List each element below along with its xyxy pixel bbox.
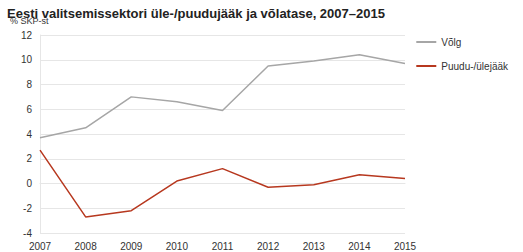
svg-text:2009: 2009 <box>120 241 143 252</box>
svg-text:2014: 2014 <box>348 241 371 252</box>
svg-text:Puudu-/ülejääk: Puudu-/ülejääk <box>441 61 509 72</box>
svg-text:-4: -4 <box>23 228 32 239</box>
svg-text:2007: 2007 <box>29 241 52 252</box>
svg-text:2013: 2013 <box>303 241 326 252</box>
svg-text:2011: 2011 <box>212 241 234 252</box>
svg-text:12: 12 <box>21 30 33 41</box>
svg-text:2010: 2010 <box>166 241 189 252</box>
svg-text:2015: 2015 <box>394 241 417 252</box>
svg-text:2008: 2008 <box>75 241 98 252</box>
svg-text:Eesti valitsemissektori üle-/p: Eesti valitsemissektori üle-/puudujääk j… <box>7 6 385 21</box>
svg-text:10: 10 <box>21 54 33 65</box>
svg-text:2012: 2012 <box>257 241 280 252</box>
svg-text:6: 6 <box>26 104 32 115</box>
svg-text:2: 2 <box>26 153 32 164</box>
svg-text:4: 4 <box>26 129 32 140</box>
svg-text:-2: -2 <box>23 203 32 214</box>
svg-text:8: 8 <box>26 79 32 90</box>
svg-text:0: 0 <box>26 178 32 189</box>
svg-text:Võlg: Võlg <box>441 37 461 48</box>
